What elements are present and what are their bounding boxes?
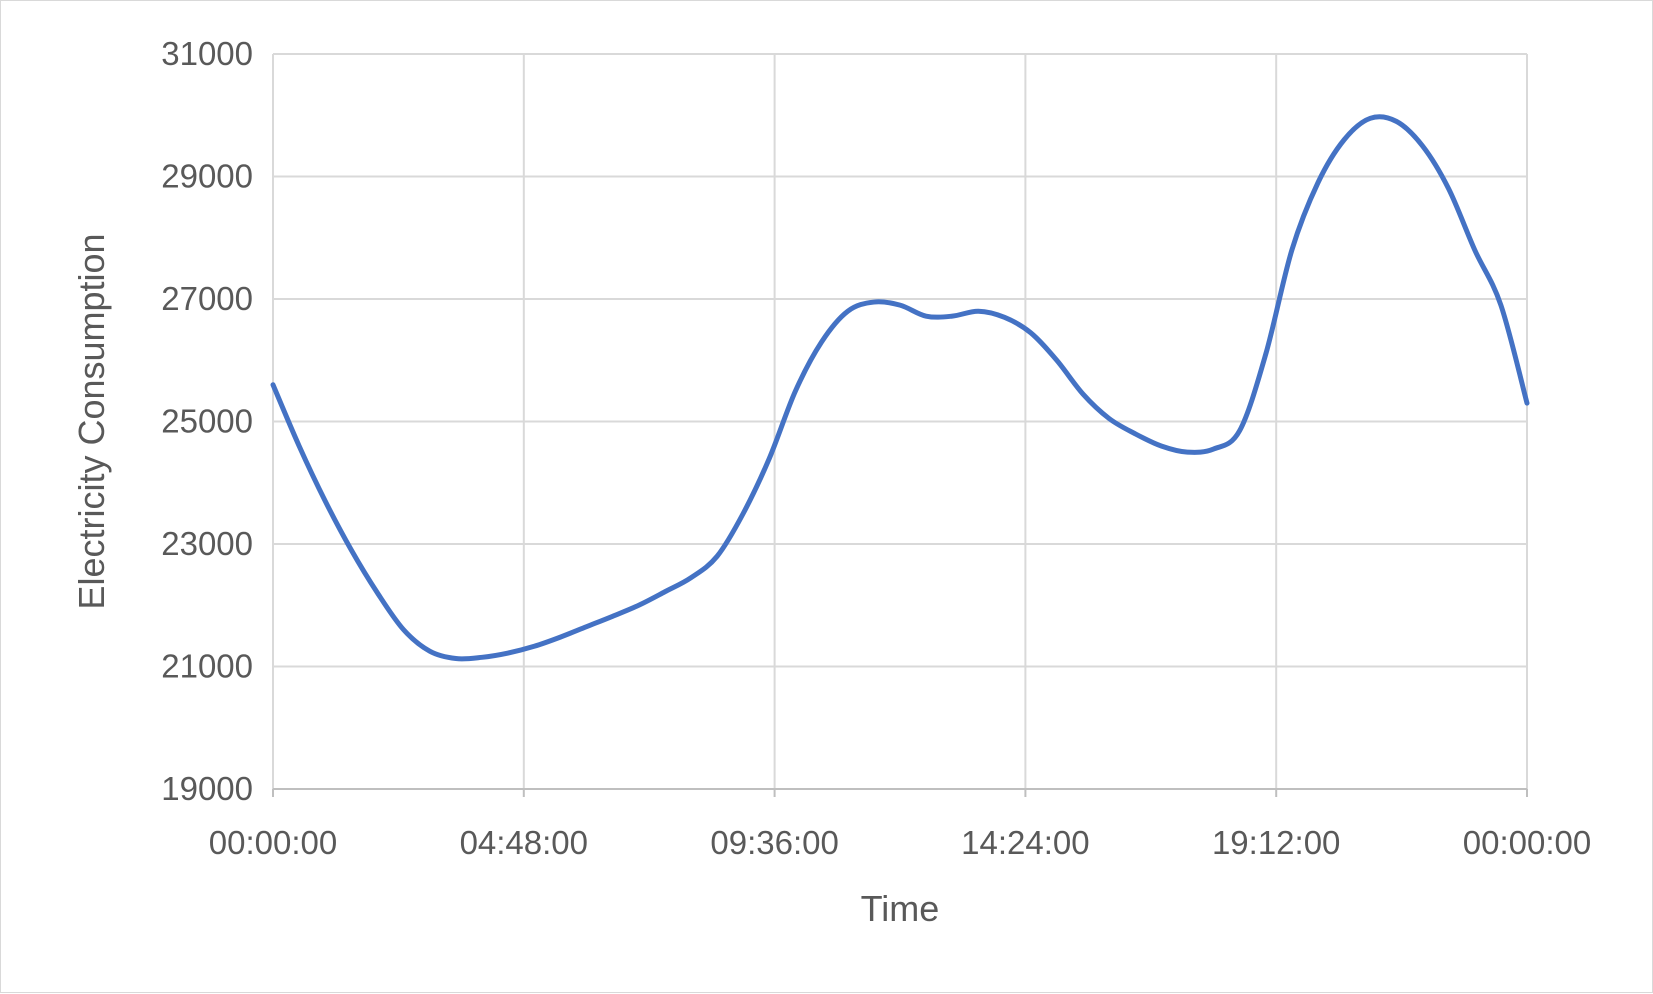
y-tick-label: 31000 bbox=[161, 35, 253, 72]
series-layer bbox=[270, 114, 1530, 662]
y-tick-label: 21000 bbox=[161, 648, 253, 685]
x-tick-label: 00:00:00 bbox=[1463, 824, 1591, 861]
tick-labels: 31000 29000 27000 25000 23000 21000 19000 00:00… bbox=[161, 35, 1591, 861]
y-tick-label: 29000 bbox=[161, 158, 253, 195]
y-axis-title: Electricity Consumption bbox=[71, 233, 112, 609]
y-tick-label: 27000 bbox=[161, 280, 253, 317]
x-axis-title: Time bbox=[861, 888, 940, 929]
x-tick-label: 14:24:00 bbox=[961, 824, 1089, 861]
x-tick-label: 04:48:00 bbox=[460, 824, 588, 861]
x-tick-label: 19:12:00 bbox=[1212, 824, 1340, 861]
x-tick-label: 09:36:00 bbox=[710, 824, 838, 861]
series-line bbox=[270, 114, 1530, 662]
x-tick-label: 00:00:00 bbox=[209, 824, 337, 861]
y-tick-label: 23000 bbox=[161, 525, 253, 562]
y-tick-label: 25000 bbox=[161, 403, 253, 440]
gridlines bbox=[272, 53, 1528, 789]
y-tick-label: 19000 bbox=[161, 770, 253, 807]
axes bbox=[272, 788, 1528, 797]
